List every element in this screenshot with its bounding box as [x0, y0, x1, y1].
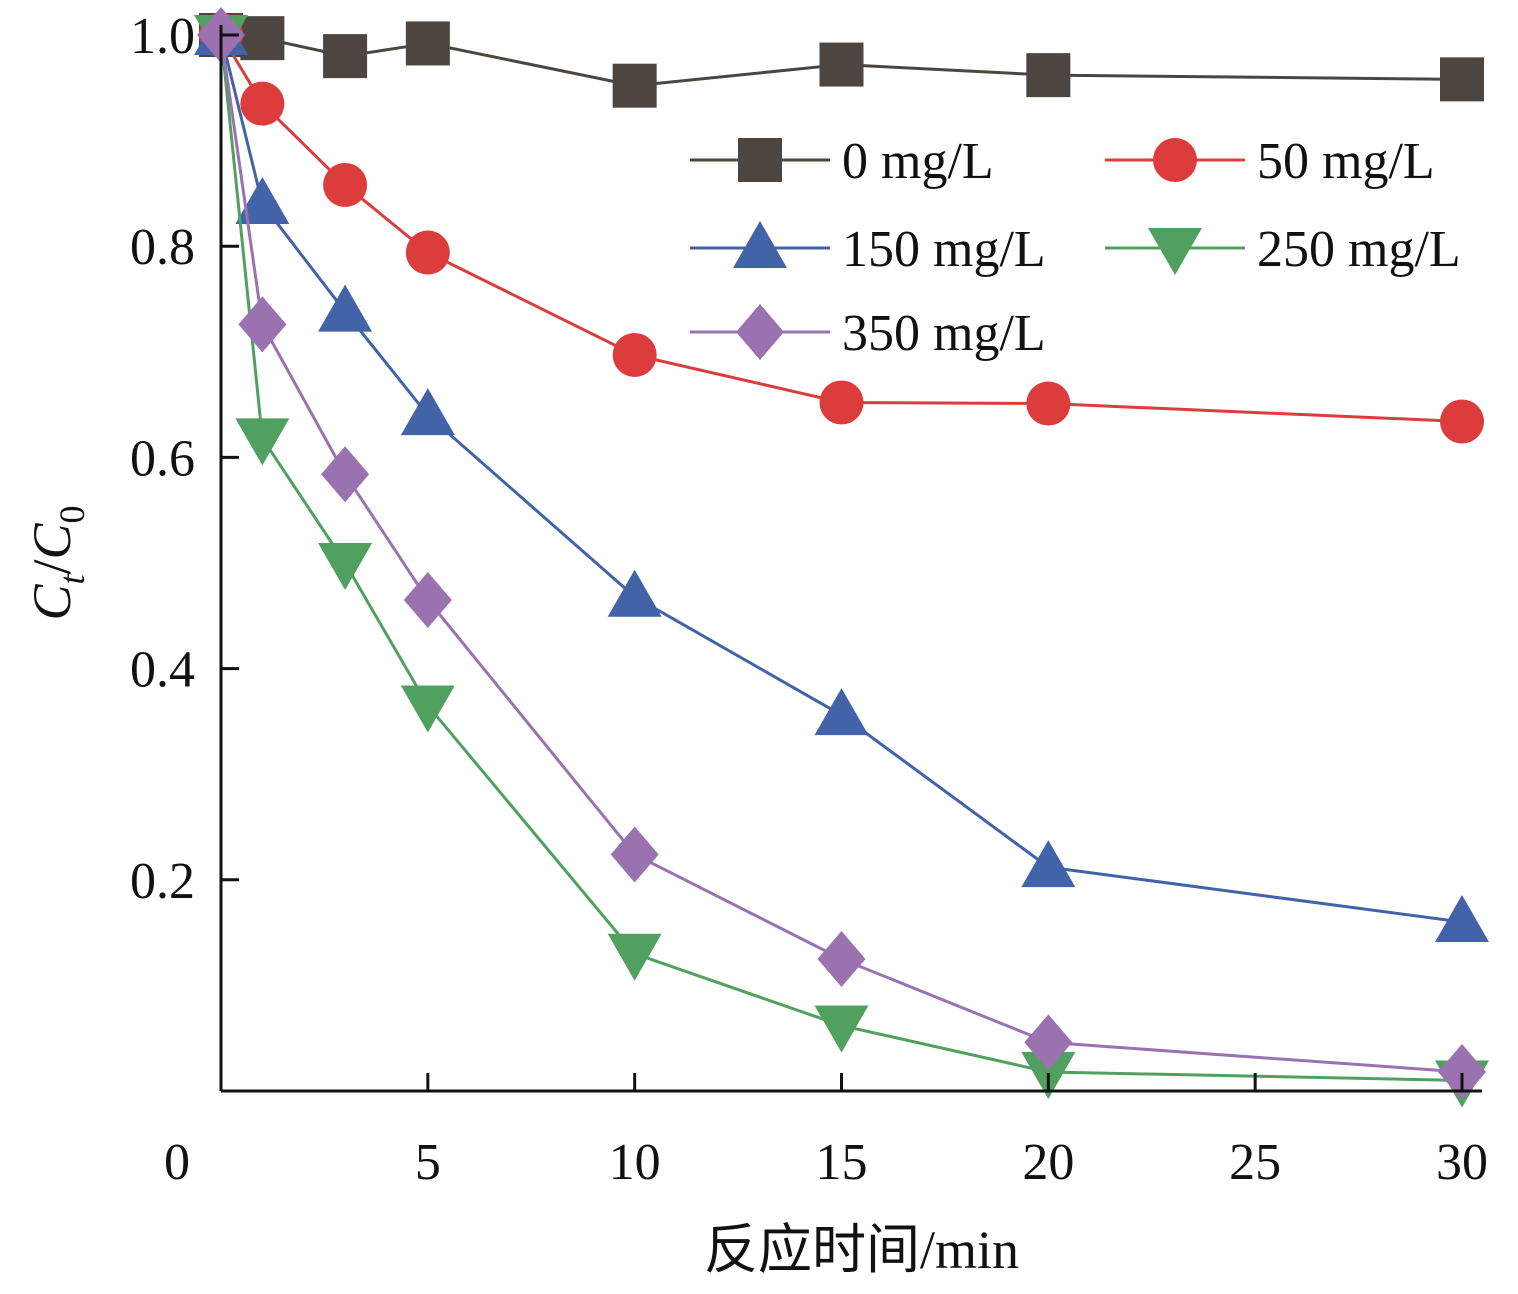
series-line — [219, 34, 1463, 1074]
legend-item: 50 mg/L — [1105, 133, 1435, 190]
legend-item: 350 mg/L — [690, 304, 1046, 362]
series-1 — [199, 13, 1484, 108]
legend-label: 150 mg/L — [842, 221, 1046, 278]
data-point — [612, 332, 657, 377]
data-point — [607, 933, 662, 981]
data-point — [235, 418, 290, 466]
data-point — [1440, 399, 1484, 444]
y-label-c: C — [22, 584, 82, 621]
series-line — [219, 34, 1463, 1082]
legend-label: 50 mg/L — [1257, 133, 1435, 190]
legend-item: 250 mg/L — [1105, 221, 1461, 278]
legend-label: 250 mg/L — [1257, 221, 1461, 278]
data-point — [1024, 1014, 1073, 1071]
data-point — [323, 162, 368, 207]
legend: 0 mg/L 50 mg/L 150 mg/L 250 mg/L 350 mg/L — [690, 133, 1461, 362]
legend-marker — [1148, 228, 1202, 275]
data-point — [607, 569, 662, 617]
data-point — [814, 1005, 869, 1053]
data-point — [817, 931, 866, 987]
data-point — [612, 63, 657, 108]
y-tick-label: 0.2 — [130, 853, 195, 910]
legend-marker — [736, 304, 784, 360]
legend-label: 350 mg/L — [842, 305, 1046, 362]
y-tick-label: 0.4 — [130, 642, 195, 699]
x-tick-label: 30 — [1436, 1134, 1488, 1191]
x-tick-label: 15 — [816, 1134, 868, 1191]
x-tick-label: 20 — [1022, 1134, 1074, 1191]
legend-marker — [1153, 138, 1197, 182]
data-point — [610, 826, 659, 883]
y-label-c0: C — [22, 522, 82, 559]
y-axis-label: Ct/C0 — [22, 505, 92, 620]
legend-item: 0 mg/L — [690, 133, 994, 190]
x-tick-label: 5 — [415, 1134, 441, 1191]
data-point — [814, 688, 869, 736]
x-tick-label: 0 — [164, 1134, 190, 1191]
data-point — [240, 16, 285, 61]
series-5 — [197, 7, 1486, 1100]
legend-label: 0 mg/L — [842, 133, 994, 190]
data-point — [1021, 840, 1076, 888]
data-point — [403, 571, 452, 628]
x-axis-label: 反应时间/min — [704, 1220, 1019, 1280]
data-point — [819, 42, 864, 87]
data-point — [1026, 381, 1071, 426]
legend-item: 150 mg/L — [690, 221, 1046, 278]
plot-series-layer — [194, 7, 1489, 1108]
data-point — [318, 543, 373, 590]
axes: 0 5 10 15 20 25 30 0.2 0.4 0.6 0.8 1.0 — [130, 8, 1488, 1191]
y-label-zero: 0 — [52, 505, 92, 523]
data-point — [400, 388, 455, 436]
y-label-slash: / — [22, 559, 82, 574]
legend-marker — [738, 138, 782, 182]
data-point — [405, 230, 450, 275]
y-tick-label: 0.8 — [130, 219, 195, 276]
data-point — [235, 176, 290, 224]
legend-marker — [733, 221, 787, 268]
data-point — [238, 296, 287, 353]
data-point — [1435, 895, 1489, 943]
y-tick-label: 1.0 — [130, 8, 195, 65]
data-point — [318, 284, 373, 332]
x-tick-label: 25 — [1229, 1134, 1281, 1191]
data-point — [400, 685, 455, 733]
data-point — [321, 446, 370, 503]
data-point — [323, 34, 368, 79]
data-point — [1438, 1043, 1486, 1100]
data-point — [405, 21, 450, 66]
data-point — [819, 380, 864, 425]
data-point — [1440, 57, 1484, 102]
data-point — [1026, 53, 1071, 98]
y-label-t: t — [52, 574, 92, 585]
y-tick-label: 0.6 — [130, 430, 195, 487]
x-tick-label: 10 — [609, 1134, 661, 1191]
data-point — [240, 81, 285, 126]
